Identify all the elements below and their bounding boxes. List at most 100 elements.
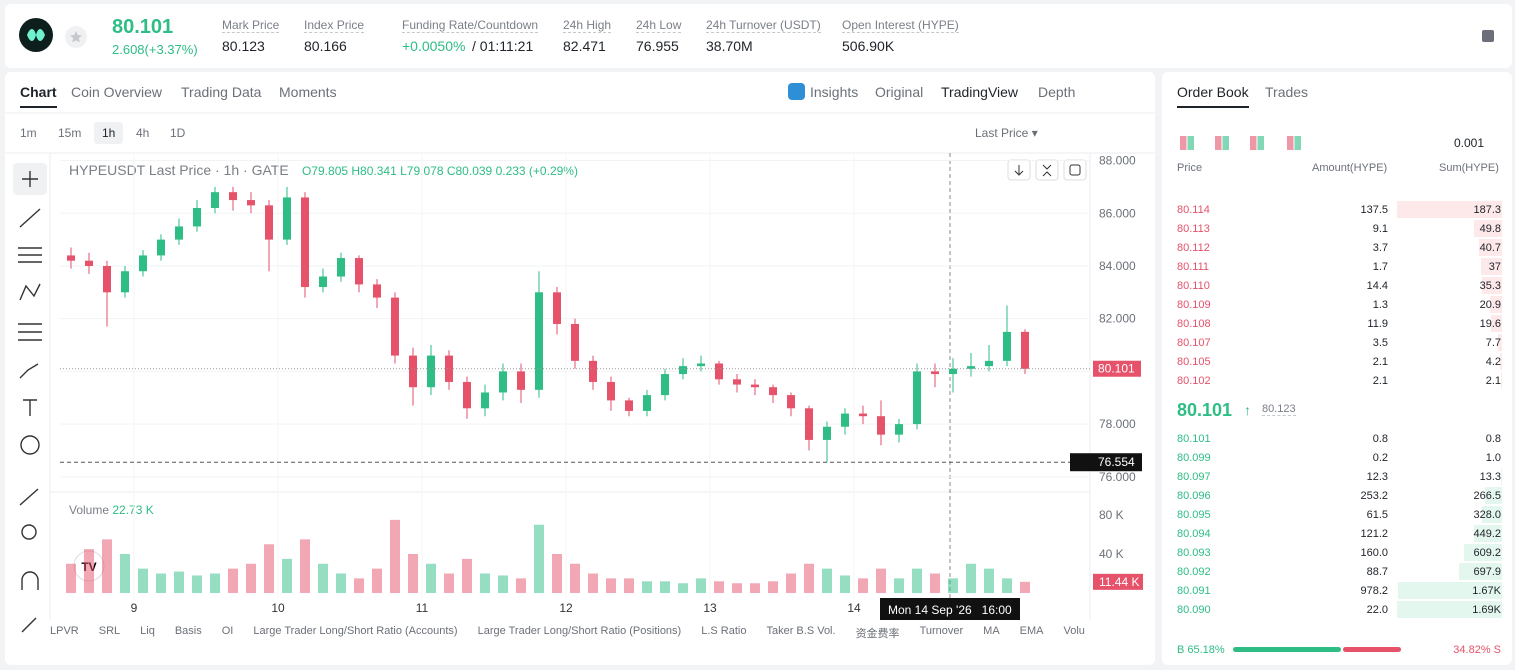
candle-body <box>409 355 417 388</box>
volume-bar <box>282 558 292 593</box>
indicator[interactable]: L.S Ratio <box>701 625 747 637</box>
indicator[interactable]: LPVR <box>50 625 79 637</box>
favorite-star[interactable] <box>65 26 87 48</box>
candle-body <box>283 197 291 240</box>
ob-tab[interactable]: Trades <box>1265 84 1309 100</box>
stat-label: 24h Turnover (USDT) <box>706 18 821 33</box>
indicator[interactable]: SRL <box>98 625 121 637</box>
tab[interactable]: Coin Overview <box>71 84 163 100</box>
ob-price: 80.101 <box>1177 433 1211 445</box>
view-tab[interactable]: Depth <box>1038 84 1076 100</box>
last-price: 80.101 <box>112 16 174 38</box>
ob-layout-icon[interactable] <box>1180 136 1194 150</box>
indicator[interactable]: Liq <box>140 625 155 637</box>
indicator[interactable]: OI <box>221 625 234 637</box>
ob-price: 80.110 <box>1177 280 1210 292</box>
ob-mid-price: 80.101 <box>1177 400 1233 420</box>
volume-bar <box>300 539 310 593</box>
menu-icon[interactable] <box>1480 28 1496 44</box>
x-tick-label: 13 <box>703 601 717 615</box>
indicator[interactable]: Turnover <box>919 625 964 637</box>
volume-bar <box>480 573 490 593</box>
interval[interactable]: 15m <box>58 126 82 140</box>
ob-sum: 0.8 <box>1485 433 1501 445</box>
indicator[interactable]: EMA <box>1019 625 1044 637</box>
volume-bar <box>1020 581 1030 593</box>
ob-amount: 160.0 <box>1360 547 1388 559</box>
indicator[interactable]: Large Trader Long/Short Ratio (Positions… <box>477 625 682 637</box>
ob-price: 80.092 <box>1177 566 1211 578</box>
volume-bar <box>588 573 598 593</box>
volume-bar <box>336 573 346 593</box>
volume-bar <box>354 578 364 593</box>
depth-bar <box>1499 353 1502 370</box>
crosshair-price-label: 76.554 <box>1098 455 1135 469</box>
depth-bar <box>1491 315 1502 332</box>
chart-buttons[interactable] <box>1007 159 1087 181</box>
volume-bar <box>678 583 688 593</box>
candle-body <box>607 381 615 401</box>
view-tab[interactable]: Original <box>875 84 924 100</box>
volume-bar <box>912 568 922 593</box>
indicator[interactable]: MA <box>983 625 1000 637</box>
depth-bar <box>1464 544 1502 561</box>
legend-ohlc: O79.805 H80.341 L79.078 C80.039 0.233 (+… <box>302 164 578 178</box>
indicator[interactable]: Taker B.S Vol. <box>766 625 836 637</box>
ob-sum: 2.1 <box>1485 375 1501 387</box>
ob-price: 80.107 <box>1177 337 1211 349</box>
legend-open: O79.805 <box>302 164 348 178</box>
depth-bar <box>1481 506 1502 523</box>
ob-layout-icon[interactable] <box>1287 136 1301 150</box>
ob-price: 80.097 <box>1177 471 1211 483</box>
y-tick-label: 82.000 <box>1099 312 1136 326</box>
tab[interactable]: Moments <box>279 84 337 100</box>
depth-bar <box>1458 563 1502 580</box>
candle-body <box>733 379 741 385</box>
candle-body <box>985 360 993 367</box>
ob-sum: 13.3 <box>1479 471 1501 483</box>
logo <box>19 18 53 52</box>
y-tick-label: 76.000 <box>1099 470 1136 484</box>
indicator[interactable]: 资金费率 <box>855 628 900 640</box>
volume-bar <box>66 563 76 593</box>
view-tab[interactable]: Insights <box>810 84 859 100</box>
ob-layout-icon[interactable] <box>1215 136 1229 150</box>
ob-layout-icon[interactable] <box>1250 136 1264 150</box>
candle-body <box>1021 331 1029 369</box>
interval[interactable]: 1m <box>20 126 37 140</box>
ob-amount: 121.2 <box>1360 528 1388 540</box>
ob-precision[interactable]: 0.001 <box>1454 136 1485 150</box>
ob-amount: 12.3 <box>1366 471 1388 483</box>
indicator[interactable]: Large Trader Long/Short Ratio (Accounts) <box>253 625 458 637</box>
ob-amount: 1.7 <box>1372 261 1388 273</box>
candle-body <box>211 192 219 208</box>
price-change: 2.608(+3.37%) <box>112 42 198 57</box>
stat-value: 76.955 <box>636 38 679 54</box>
volume-bar <box>246 563 256 593</box>
last-volume-tag <box>1093 573 1143 590</box>
volume-bar <box>1002 578 1012 593</box>
depth-bar <box>1397 601 1502 618</box>
ratio-sell-bar <box>1343 647 1402 652</box>
price-source[interactable]: Last Price ▾ <box>975 126 1038 140</box>
tab[interactable]: Chart <box>20 84 57 108</box>
candle-body <box>103 265 111 293</box>
depth-bar <box>1482 277 1502 294</box>
interval[interactable]: 4h <box>136 126 150 140</box>
depth-bar <box>1397 201 1502 218</box>
ob-sum: 49.8 <box>1479 223 1501 235</box>
view-tab[interactable]: TradingView <box>941 84 1019 100</box>
ob-tab[interactable]: Order Book <box>1177 84 1249 108</box>
tab[interactable]: Trading Data <box>181 84 262 100</box>
indicator[interactable]: Volu <box>1063 625 1085 637</box>
depth-bar <box>1481 258 1502 275</box>
stat-value: 82.471 <box>563 38 606 54</box>
candle-body <box>337 258 345 277</box>
candle-body <box>391 297 399 356</box>
interval[interactable]: 1h <box>94 122 124 144</box>
ob-sum: 449.2 <box>1473 528 1501 540</box>
interval[interactable]: 1D <box>170 126 186 140</box>
indicator[interactable]: Basis <box>174 625 202 637</box>
candle-body <box>355 258 363 285</box>
volume-bar <box>498 575 508 593</box>
